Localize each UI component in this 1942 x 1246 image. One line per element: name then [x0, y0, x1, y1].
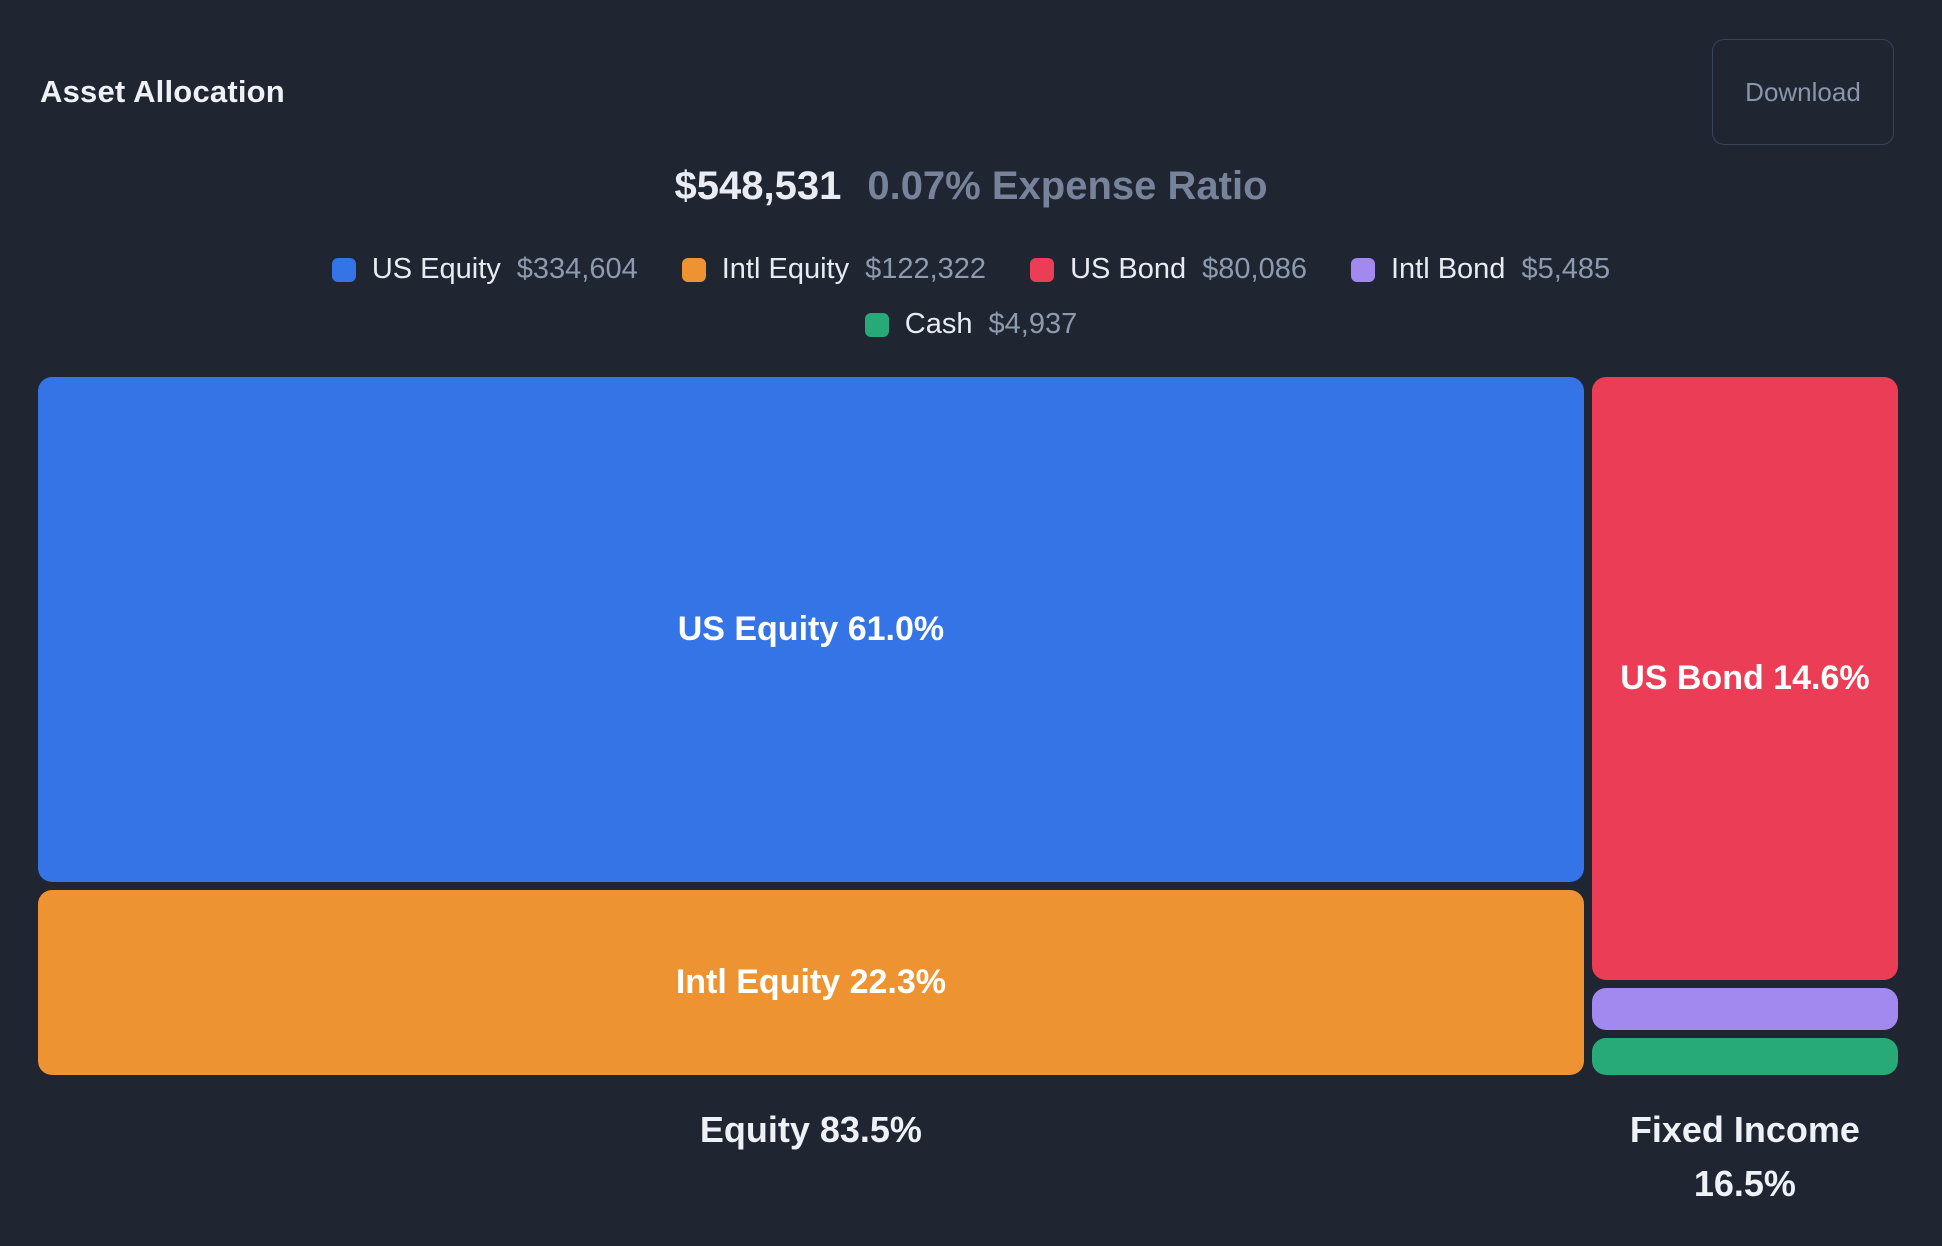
treemap-group-equity: US Equity 61.0% Intl Equity 22.3% Equity 8… [38, 377, 1584, 1211]
treemap-block-label: US Bond 14.6% [1620, 659, 1870, 698]
treemap-group-blocks: US Bond 14.6% [1591, 377, 1898, 1075]
treemap-block-us-bond[interactable]: US Bond 14.6% [1591, 377, 1898, 981]
legend-item-value: $80,086 [1202, 253, 1307, 285]
legend-item-label: US Equity [371, 253, 501, 285]
legend-row-1: US Equity $334,604 Intl Equity $122,322 … [331, 253, 1611, 286]
download-button[interactable]: Download [1712, 39, 1894, 145]
legend-row-2: Cash $4,937 [864, 308, 1078, 341]
card-header: Asset Allocation Download [0, 38, 1942, 146]
treemap-group-label-fixed-income: Fixed Income 16.5% [1629, 1109, 1860, 1204]
treemap-block-cash[interactable] [1591, 1037, 1898, 1075]
legend: US Equity $334,604 Intl Equity $122,322 … [0, 253, 1942, 341]
treemap-block-intl-bond[interactable] [1591, 988, 1898, 1030]
legend-item-label: US Bond [1070, 253, 1187, 285]
treemap: US Equity 61.0% Intl Equity 22.3% Equity 8… [0, 377, 1942, 1211]
treemap-block-intl-equity[interactable]: Intl Equity 22.3% [38, 890, 1584, 1075]
total-value: $548,531 [674, 164, 842, 208]
legend-item-value: $4,937 [988, 308, 1078, 340]
legend-item-intl-equity[interactable]: Intl Equity $122,322 [681, 253, 987, 286]
expense-ratio: 0.07% Expense Ratio [867, 164, 1268, 208]
portfolio-stats: $548,531 0.07% Expense Ratio [0, 164, 1942, 209]
legend-item-label: Intl Equity [721, 253, 850, 285]
cash-swatch-icon [864, 312, 889, 337]
treemap-block-label: Intl Equity 22.3% [675, 963, 946, 1002]
treemap-block-label: US Equity 61.0% [677, 610, 945, 649]
treemap-block-us-equity[interactable]: US Equity 61.0% [38, 377, 1584, 883]
legend-item-value: $334,604 [516, 253, 638, 285]
legend-item-cash[interactable]: Cash $4,937 [864, 308, 1078, 341]
treemap-group-fixed-income: US Bond 14.6% Fixed Income 16.5% [1591, 377, 1898, 1211]
legend-item-value: $5,485 [1521, 253, 1611, 285]
legend-item-intl-bond[interactable]: Intl Bond $5,485 [1350, 253, 1611, 286]
legend-item-us-equity[interactable]: US Equity $334,604 [331, 253, 638, 286]
legend-item-label: Cash [904, 308, 973, 340]
us-bond-swatch-icon [1030, 257, 1055, 282]
legend-item-label: Intl Bond [1390, 253, 1506, 285]
treemap-group-label-equity: Equity 83.5% [699, 1109, 922, 1150]
legend-item-value: $122,322 [865, 253, 987, 285]
page-title: Asset Allocation [40, 74, 285, 109]
legend-item-us-bond[interactable]: US Bond $80,086 [1030, 253, 1307, 286]
us-equity-swatch-icon [331, 257, 356, 282]
intl-bond-swatch-icon [1350, 257, 1375, 282]
treemap-group-blocks: US Equity 61.0% Intl Equity 22.3% [38, 377, 1584, 1075]
intl-equity-swatch-icon [681, 257, 706, 282]
